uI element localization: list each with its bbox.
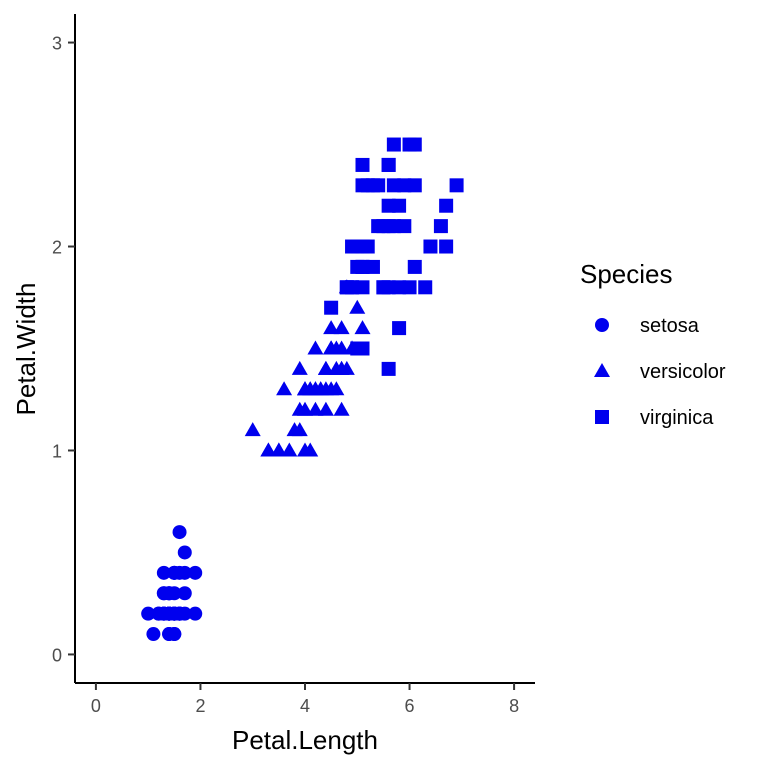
data-point-virginica xyxy=(423,239,438,254)
legend-title: Species xyxy=(580,259,673,289)
data-point-virginica xyxy=(350,259,365,274)
x-axis-ticks: 0 2 4 6 8 xyxy=(91,683,519,716)
data-point-versicolor xyxy=(312,381,329,396)
data-point-versicolor xyxy=(333,320,350,335)
data-point-setosa xyxy=(156,565,171,580)
data-point-virginica xyxy=(371,219,386,234)
plot-points xyxy=(141,137,464,642)
data-point-virginica xyxy=(355,280,370,295)
data-point-versicolor xyxy=(349,299,366,314)
data-point-versicolor xyxy=(307,401,324,416)
data-point-versicolor xyxy=(338,360,355,375)
data-point-virginica xyxy=(371,178,386,193)
data-point-versicolor xyxy=(323,340,340,355)
legend-label-versicolor: versicolor xyxy=(640,361,726,383)
y-tick-label: 1 xyxy=(52,441,62,461)
data-point-versicolor xyxy=(354,320,371,335)
data-point-virginica xyxy=(439,239,454,254)
data-point-versicolor xyxy=(317,360,334,375)
data-point-versicolor xyxy=(291,360,308,375)
data-point-virginica xyxy=(407,259,422,274)
data-point-versicolor xyxy=(323,320,340,335)
data-point-setosa xyxy=(177,545,192,560)
data-point-setosa xyxy=(188,606,203,621)
data-point-virginica xyxy=(376,280,391,295)
data-point-virginica xyxy=(407,137,422,152)
data-point-versicolor xyxy=(297,401,313,416)
data-point-virginica xyxy=(439,198,454,213)
data-point-virginica xyxy=(392,321,407,336)
data-point-versicolor xyxy=(244,422,261,437)
data-point-setosa xyxy=(162,606,177,621)
data-point-virginica xyxy=(339,280,354,295)
data-point-versicolor xyxy=(270,442,287,457)
data-point-versicolor xyxy=(307,340,324,355)
data-point-virginica xyxy=(381,361,396,376)
x-tick-label: 4 xyxy=(300,696,310,716)
data-point-virginica xyxy=(402,280,417,295)
data-point-virginica xyxy=(355,341,370,356)
y-tick-label: 2 xyxy=(52,238,62,258)
legend-label-setosa: setosa xyxy=(640,315,700,337)
data-point-setosa xyxy=(177,586,192,601)
y-axis-title: Petal.Width xyxy=(11,283,41,416)
data-point-versicolor xyxy=(276,381,293,396)
data-point-setosa xyxy=(141,606,156,621)
data-point-virginica xyxy=(381,198,396,213)
legend: Species setosa versicolor virginica xyxy=(580,259,726,429)
data-point-versicolor xyxy=(281,442,298,457)
data-point-setosa xyxy=(146,627,161,642)
data-point-virginica xyxy=(324,300,339,315)
data-point-virginica xyxy=(433,219,448,234)
y-axis-ticks: 0 1 2 3 xyxy=(52,34,75,665)
data-point-virginica xyxy=(360,239,375,254)
legend-items: setosa versicolor virginica xyxy=(594,315,726,429)
data-point-versicolor xyxy=(260,442,277,457)
legend-key-setosa xyxy=(595,318,609,332)
x-tick-label: 2 xyxy=(195,696,205,716)
data-point-setosa xyxy=(188,565,203,580)
legend-key-virginica xyxy=(595,410,609,424)
data-point-virginica xyxy=(345,239,360,254)
data-point-virginica xyxy=(355,157,370,172)
data-point-versicolor xyxy=(317,401,334,416)
data-point-setosa xyxy=(172,525,187,540)
data-point-versicolor xyxy=(302,442,319,457)
data-point-virginica xyxy=(397,178,412,193)
data-point-virginica xyxy=(381,157,396,172)
data-point-setosa xyxy=(167,565,182,580)
data-point-virginica xyxy=(418,280,433,295)
data-point-versicolor xyxy=(286,422,303,437)
legend-key-versicolor xyxy=(594,363,610,377)
data-point-versicolor xyxy=(328,360,345,375)
x-tick-label: 0 xyxy=(91,696,101,716)
data-point-virginica xyxy=(386,137,401,152)
data-point-versicolor xyxy=(302,381,319,396)
y-tick-label: 0 xyxy=(52,645,62,665)
data-point-versicolor xyxy=(333,401,350,416)
x-axis-title: Petal.Length xyxy=(232,725,378,755)
data-point-versicolor xyxy=(333,340,350,355)
x-tick-label: 8 xyxy=(509,696,519,716)
data-point-virginica xyxy=(449,178,464,193)
data-point-setosa xyxy=(162,627,177,642)
data-point-versicolor xyxy=(328,381,345,396)
data-point-setosa xyxy=(162,586,177,601)
y-tick-label: 3 xyxy=(52,34,62,54)
x-tick-label: 6 xyxy=(405,696,415,716)
legend-label-virginica: virginica xyxy=(640,407,714,429)
